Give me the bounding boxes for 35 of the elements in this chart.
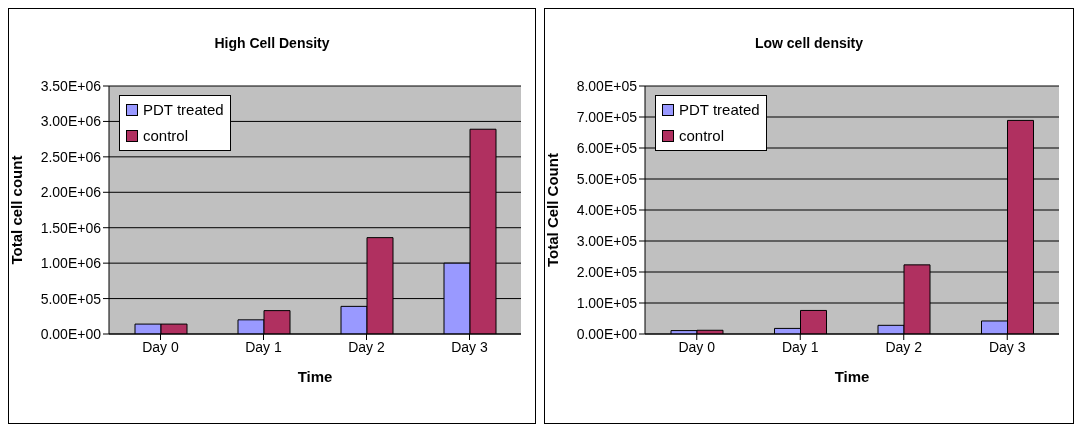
x-tick-label: Day 3 [451,338,488,355]
y-tick-label: 1.50E+06 [40,219,102,236]
legend-label: control [678,126,726,146]
x-tick-label: Day 0 [142,338,179,355]
x-tick-label: Day 3 [988,338,1026,355]
y-tick-label: 0.00E+00 [40,325,102,342]
y-tick-label: 3.00E+05 [576,232,638,249]
x-tick-label: Day 2 [348,338,385,355]
y-tick-label: 0.00E+00 [576,325,638,342]
chart-title: High Cell Density [213,35,331,51]
y-tick-label: 2.00E+05 [576,263,638,280]
legend-label: PDT treated [678,100,760,120]
x-axis-title: Time [834,368,870,385]
y-tick-label: 5.00E+05 [576,170,638,187]
y-tick-label: 8.00E+05 [576,77,638,94]
y-tick-label: 7.00E+05 [576,108,638,125]
y-tick-label: 2.00E+06 [40,184,102,201]
y-tick-label: 3.50E+06 [40,77,102,94]
y-tick-label: 1.00E+05 [576,294,638,311]
y-tick-label: 5.00E+05 [40,290,102,307]
y-axis-title: Total Cell Count [544,153,562,267]
y-tick-label: 3.00E+06 [40,113,102,130]
legend-label: control [142,126,190,146]
y-axis-title: Total cell count [8,155,26,265]
x-tick-label: Day 2 [885,338,923,355]
y-tick-label: 4.00E+05 [576,201,638,218]
y-tick-label: 2.50E+06 [40,148,102,165]
legend-label: PDT treated [142,100,224,120]
y-tick-label: 1.00E+06 [40,255,102,272]
x-tick-label: Day 1 [245,338,282,355]
x-tick-label: Day 1 [781,338,819,355]
chart-title: Low cell density [753,35,865,51]
x-axis-title: Time [297,368,333,385]
y-tick-label: 6.00E+05 [576,139,638,156]
x-tick-label: Day 0 [678,338,716,355]
